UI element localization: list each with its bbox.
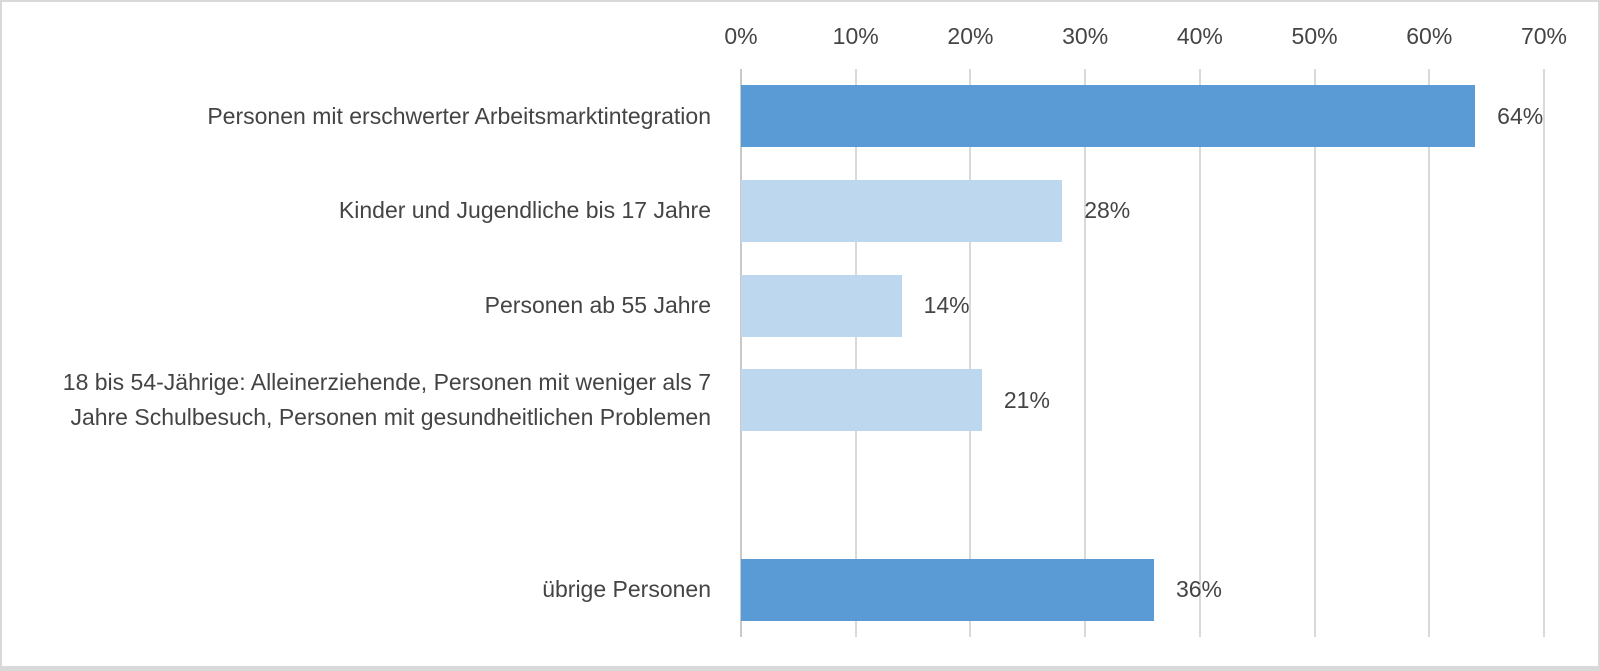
gridline (1198, 69, 1201, 637)
bar-row: Personen mit erschwerter Arbeitsmarktint… (2, 69, 1598, 164)
value-label: 21% (1003, 386, 1050, 413)
category-label: Personen ab 55 Jahre (8, 258, 711, 353)
x-axis-tick-label: 70% (1520, 23, 1568, 49)
value-label: 14% (923, 292, 970, 319)
category-label: übrige Personen (8, 542, 711, 637)
category-label-text: Kinder und Jugendliche bis 17 Jahre (338, 197, 711, 224)
bar-highlight (741, 558, 1154, 621)
x-axis: 0% 10% 20% 30% 40% 50% 60% 70% (2, 2, 1598, 69)
bar-regular (741, 369, 982, 432)
x-axis-tick-label: 30% (1062, 23, 1109, 49)
x-axis-tick-label: 10% (832, 23, 879, 49)
bar-regular (741, 274, 902, 337)
x-axis-tick-label: 0% (724, 23, 758, 49)
x-axis-tick-label: 60% (1406, 23, 1453, 49)
value-label: 28% (1084, 197, 1131, 224)
bar-regular (741, 179, 1063, 242)
gridline (1313, 69, 1316, 637)
bar-row-empty (2, 448, 1598, 543)
bar-row: übrige Personen 36% (2, 542, 1598, 637)
bar-highlight (741, 85, 1476, 148)
category-label-text: Personen ab 55 Jahre (484, 292, 711, 319)
x-axis-tick-label: 40% (1176, 23, 1223, 49)
bar-row: Personen ab 55 Jahre 14% (2, 258, 1598, 353)
bar-row: Kinder und Jugendliche bis 17 Jahre 28% (2, 164, 1598, 259)
gridline (1543, 69, 1545, 637)
category-label (8, 448, 711, 543)
gridline (969, 69, 972, 637)
category-label: Kinder und Jugendliche bis 17 Jahre (8, 164, 711, 259)
category-label: 18 bis 54-Jährige: Alleinerziehende, Per… (8, 353, 711, 448)
value-label: 36% (1175, 576, 1223, 603)
x-axis-tick-label: 20% (947, 23, 994, 49)
y-axis-line (740, 69, 742, 637)
gridline (1084, 69, 1087, 637)
gridline (854, 69, 857, 637)
value-label: 64% (1497, 102, 1544, 129)
x-axis-tick-label: 50% (1291, 23, 1338, 49)
gridline (1428, 69, 1431, 637)
category-label-text: übrige Personen (542, 576, 711, 603)
category-label: Personen mit erschwerter Arbeitsmarktint… (8, 69, 711, 164)
category-label-text: 18 bis 54-Jährige: Alleinerziehende, Per… (62, 369, 711, 431)
bar-row: 18 bis 54-Jährige: Alleinerziehende, Per… (2, 353, 1598, 448)
category-label-text: Personen mit erschwerter Arbeitsmarktint… (207, 102, 711, 129)
